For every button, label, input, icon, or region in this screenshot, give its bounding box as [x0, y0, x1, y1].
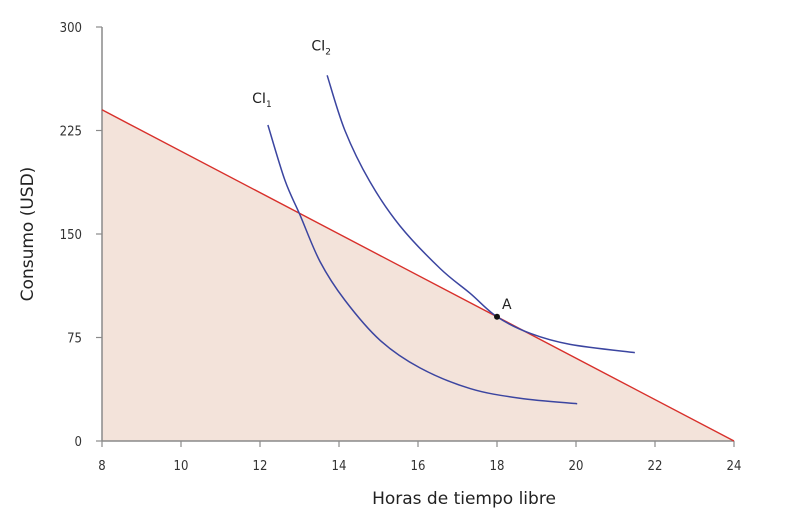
- ci2-label: CI2: [311, 38, 331, 57]
- series: [101, 75, 735, 442]
- x-axis-title: Horas de tiempo libre: [372, 489, 556, 509]
- annotations: A: [494, 297, 512, 320]
- ci1-label: CI1: [252, 91, 272, 110]
- x-tick-label: 12: [253, 459, 268, 474]
- curve-labels: CI1 CI2: [252, 38, 331, 109]
- tick-labels: 8 10 12 14 16 18 20 22 24 0 75 150 225 300: [60, 21, 742, 474]
- x-tick-label: 14: [332, 459, 347, 474]
- indifference-curve-ci1: [267, 124, 578, 405]
- indifference-curve-ci2: [326, 75, 635, 354]
- y-axis-title: Consumo (USD): [18, 167, 38, 302]
- x-tick-label: 10: [174, 459, 189, 474]
- y-tick-label: 300: [60, 21, 82, 36]
- x-tick-label: 18: [490, 459, 505, 474]
- x-tick-label: 8: [98, 459, 105, 474]
- point-a-label: A: [502, 297, 512, 313]
- x-tick-label: 24: [727, 459, 742, 474]
- x-tick-label: 16: [411, 459, 426, 474]
- point-a-marker: [494, 313, 500, 320]
- y-tick-label: 150: [60, 228, 82, 243]
- y-tick-label: 75: [67, 332, 82, 347]
- axes: [96, 26, 735, 447]
- x-tick-label: 22: [648, 459, 663, 474]
- y-tick-label: 225: [60, 125, 82, 140]
- x-tick-label: 20: [569, 459, 584, 474]
- budget-constraint-line: [101, 109, 735, 442]
- y-tick-label: 0: [75, 435, 82, 450]
